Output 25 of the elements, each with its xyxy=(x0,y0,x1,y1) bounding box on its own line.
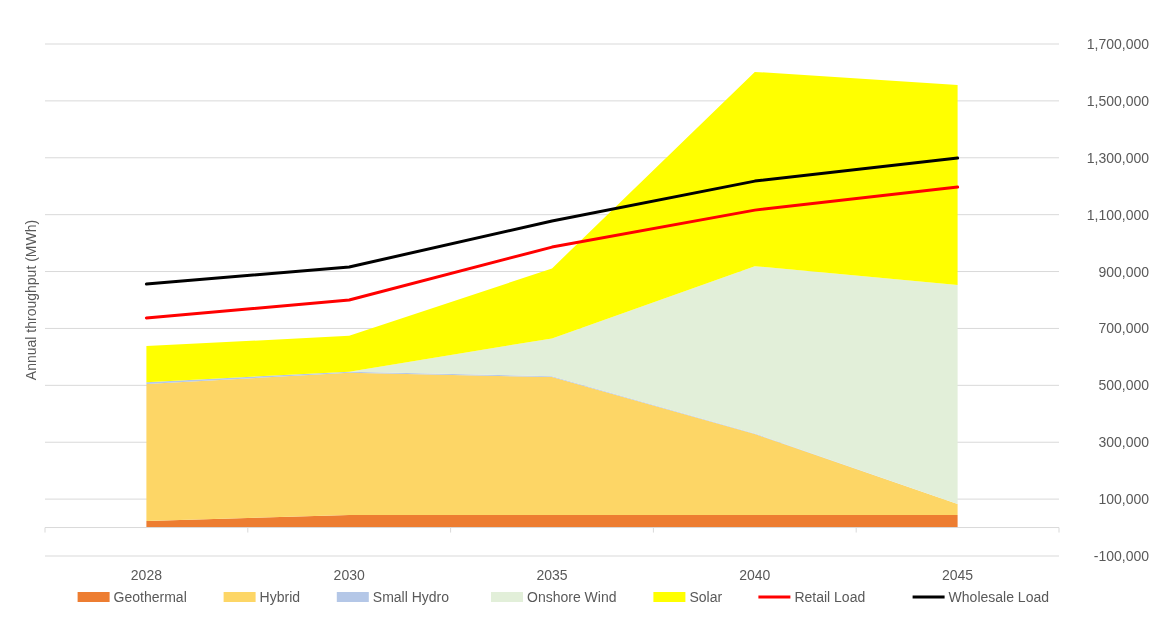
x-tick-label: 2035 xyxy=(536,567,568,583)
x-tick-label: 2028 xyxy=(130,567,163,583)
y-tick-label: 100,000 xyxy=(1098,491,1150,508)
legend-label: Small Hydro xyxy=(372,589,450,605)
y-tick-label: 1,300,000 xyxy=(1086,149,1150,166)
legend-label: Retail Load xyxy=(794,589,866,605)
x-tick-label: 2045 xyxy=(942,567,974,583)
legend-label: Solar xyxy=(689,589,723,605)
legend-label: Hybrid xyxy=(259,589,301,605)
legend-label: Wholesale Load xyxy=(948,589,1050,605)
legend-label: Geothermal xyxy=(113,589,187,605)
legend-label: Onshore Wind xyxy=(527,589,617,605)
y-tick-label: 1,700,000 xyxy=(1086,36,1150,52)
x-tick-label: 2030 xyxy=(333,567,365,583)
y-axis-title: Annual throughput (MWh) xyxy=(23,219,39,381)
y-tick-label: 300,000 xyxy=(1098,434,1150,451)
y-tick-label: 700,000 xyxy=(1098,320,1150,337)
line-series xyxy=(144,185,960,320)
x-tick-label: 2040 xyxy=(739,567,771,583)
line-series xyxy=(144,156,960,286)
y-tick-label: -100,000 xyxy=(1093,548,1150,564)
y-tick-label: 1,100,000 xyxy=(1086,206,1150,223)
y-tick-label: 500,000 xyxy=(1098,377,1150,394)
y-tick-label: 900,000 xyxy=(1098,263,1150,280)
y-tick-label: 1,500,000 xyxy=(1086,92,1150,109)
